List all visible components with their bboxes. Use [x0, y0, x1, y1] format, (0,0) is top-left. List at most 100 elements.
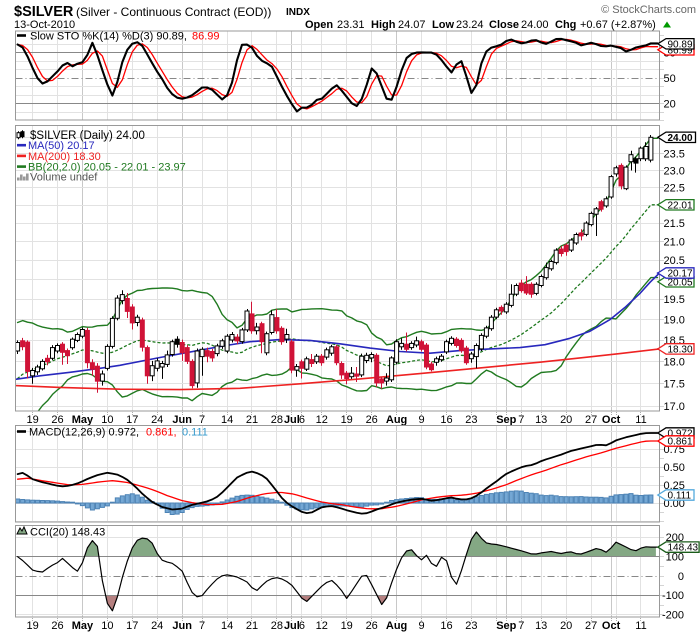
- svg-text:20: 20: [560, 414, 572, 426]
- svg-text:12: 12: [316, 620, 328, 632]
- svg-text:13: 13: [535, 620, 547, 632]
- svg-text:20.5: 20.5: [664, 255, 685, 267]
- svg-text:Sep: Sep: [496, 620, 516, 632]
- svg-text:20: 20: [664, 99, 676, 111]
- svg-text:© StockCharts.com: © StockCharts.com: [601, 4, 696, 16]
- svg-text:200: 200: [666, 532, 684, 544]
- svg-text:17.0: 17.0: [664, 401, 685, 413]
- svg-text:May: May: [72, 414, 94, 426]
- svg-text:22.5: 22.5: [664, 183, 685, 195]
- svg-text:9: 9: [418, 620, 424, 632]
- svg-text:20: 20: [560, 620, 572, 632]
- svg-text:24.07: 24.07: [398, 19, 426, 31]
- svg-text:Volume undef: Volume undef: [30, 172, 98, 184]
- svg-text:MA(200) 18.30: MA(200) 18.30: [28, 151, 101, 163]
- svg-text:10: 10: [101, 414, 113, 426]
- svg-text:100: 100: [666, 551, 684, 563]
- svg-text:7: 7: [518, 414, 524, 426]
- svg-text:19: 19: [341, 414, 353, 426]
- svg-text:26: 26: [51, 414, 63, 426]
- svg-text:Jul: Jul: [284, 414, 300, 426]
- svg-text:$SILVER (Daily) 24.00: $SILVER (Daily) 24.00: [30, 130, 145, 142]
- svg-text:11: 11: [635, 414, 646, 426]
- svg-text:Oct: Oct: [602, 414, 621, 426]
- svg-text:7: 7: [199, 620, 205, 632]
- svg-text:86.99: 86.99: [668, 45, 693, 56]
- svg-text:26: 26: [366, 414, 378, 426]
- svg-text:Close: Close: [489, 19, 519, 31]
- svg-text:24: 24: [151, 414, 163, 426]
- svg-text:28: 28: [271, 414, 283, 426]
- svg-text:86.99: 86.99: [192, 31, 220, 43]
- svg-text:Jun: Jun: [172, 620, 192, 632]
- svg-text:Low: Low: [432, 19, 454, 31]
- svg-text:14: 14: [221, 414, 233, 426]
- svg-text:22.01: 22.01: [668, 200, 693, 211]
- svg-text:17.5: 17.5: [664, 379, 685, 391]
- svg-text:-100: -100: [662, 590, 684, 602]
- svg-text:14: 14: [221, 620, 233, 632]
- svg-text:High: High: [371, 19, 396, 31]
- svg-text:27: 27: [585, 414, 597, 426]
- svg-text:BB(20,2.0) 20.05 - 22.01 - 23.: BB(20,2.0) 20.05 - 22.01 - 23.97: [28, 162, 186, 174]
- svg-text:28: 28: [271, 620, 283, 632]
- svg-text:(Silver - Continuous Contract: (Silver - Continuous Contract (EOD)): [76, 5, 271, 19]
- svg-text:0: 0: [678, 571, 684, 583]
- svg-text:17: 17: [126, 620, 138, 632]
- svg-text:19.5: 19.5: [664, 294, 685, 306]
- svg-text:MA(50) 20.17: MA(50) 20.17: [28, 140, 95, 152]
- svg-text:Oct: Oct: [602, 620, 621, 632]
- svg-text:0.111: 0.111: [182, 427, 208, 439]
- svg-text:$SILVER: $SILVER: [14, 4, 74, 20]
- svg-text:+0.67 (+2.87%): +0.67 (+2.87%): [580, 19, 656, 31]
- svg-text:-200: -200: [662, 610, 684, 622]
- svg-text:19.0: 19.0: [664, 314, 685, 326]
- svg-text:23.0: 23.0: [664, 165, 685, 177]
- svg-text:6: 6: [299, 414, 305, 426]
- svg-text:16: 16: [440, 414, 452, 426]
- svg-text:148.43: 148.43: [668, 543, 699, 554]
- svg-text:Aug: Aug: [386, 620, 407, 632]
- svg-text:0.25: 0.25: [664, 480, 685, 492]
- svg-text:24.00: 24.00: [521, 19, 549, 31]
- svg-text:0.111: 0.111: [668, 491, 692, 502]
- svg-text:Chg: Chg: [555, 19, 576, 31]
- svg-text:21: 21: [246, 620, 258, 632]
- svg-text:21.0: 21.0: [664, 236, 685, 248]
- svg-text:18.0: 18.0: [664, 357, 685, 369]
- svg-text:Jun: Jun: [172, 414, 192, 426]
- svg-text:27: 27: [585, 620, 597, 632]
- svg-text:24: 24: [151, 620, 163, 632]
- svg-text:INDX: INDX: [286, 7, 310, 18]
- svg-text:20.05: 20.05: [668, 277, 693, 288]
- svg-text:9: 9: [418, 414, 424, 426]
- svg-text:7: 7: [199, 414, 205, 426]
- svg-text:21: 21: [246, 414, 258, 426]
- svg-text:12: 12: [316, 414, 328, 426]
- svg-text:23: 23: [465, 414, 477, 426]
- svg-text:6: 6: [299, 620, 305, 632]
- svg-text:0.972: 0.972: [668, 429, 693, 440]
- svg-text:13: 13: [535, 414, 547, 426]
- svg-text:11: 11: [635, 620, 646, 632]
- svg-text:CCI(20) 148.43: CCI(20) 148.43: [30, 527, 105, 539]
- svg-text:Jul: Jul: [284, 620, 300, 632]
- svg-text:21.5: 21.5: [664, 218, 685, 230]
- svg-text:0.861,: 0.861,: [146, 427, 177, 439]
- svg-text:18.30: 18.30: [668, 345, 693, 356]
- svg-text:23.31: 23.31: [337, 19, 365, 31]
- svg-text:19: 19: [26, 414, 38, 426]
- svg-text:90.89: 90.89: [668, 39, 693, 50]
- svg-text:May: May: [72, 620, 94, 632]
- svg-text:24.00: 24.00: [668, 133, 693, 144]
- svg-text:20.17: 20.17: [668, 269, 693, 280]
- svg-text:50: 50: [664, 73, 676, 85]
- svg-text:26: 26: [366, 620, 378, 632]
- svg-text:0.861: 0.861: [668, 437, 693, 448]
- svg-text:Aug: Aug: [386, 414, 407, 426]
- svg-text:19: 19: [341, 620, 353, 632]
- svg-text:MACD(12,26,9) 0.972,: MACD(12,26,9) 0.972,: [29, 427, 139, 439]
- svg-text:17: 17: [126, 414, 138, 426]
- svg-text:10: 10: [101, 620, 113, 632]
- svg-text:16: 16: [440, 620, 452, 632]
